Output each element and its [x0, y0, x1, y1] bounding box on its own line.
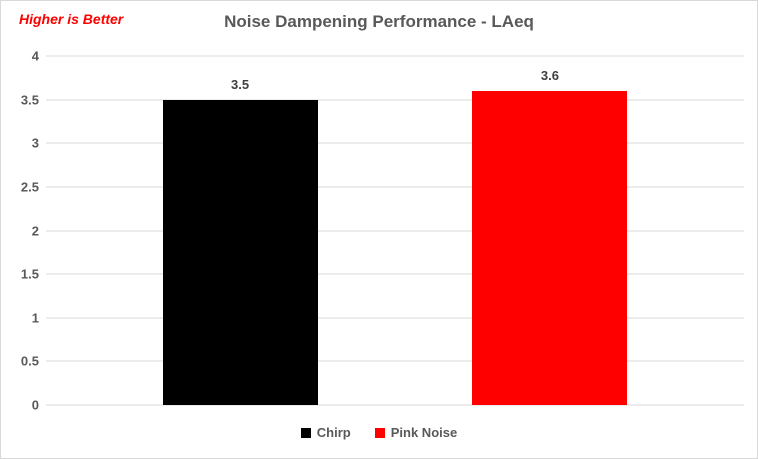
gridline: [46, 230, 744, 231]
y-tick-label: 2: [31, 223, 39, 238]
data-label-pink-noise: 3.6: [540, 67, 559, 83]
y-tick-label: 3: [31, 135, 39, 151]
gridline: [46, 55, 744, 57]
bar-chirp: [162, 99, 318, 405]
legend-swatch-icon: [374, 427, 385, 438]
y-axis: 0 0.5 1 1.5 2 2.5 3 3.5 4: [1, 49, 39, 413]
y-tick-label: 0: [31, 397, 39, 413]
gridline: [46, 404, 744, 406]
bar-pink-noise: [472, 90, 628, 405]
legend: Chirp Pink Noise: [1, 425, 757, 440]
legend-item-chirp: Chirp: [300, 425, 351, 440]
gridline: [46, 360, 744, 362]
y-tick-label: 1: [31, 310, 39, 326]
gridline: [46, 186, 744, 188]
y-tick-label: 2.5: [20, 179, 39, 195]
y-tick-label: 3.5: [20, 92, 39, 108]
data-label-chirp: 3.5: [230, 76, 250, 92]
gridline: [46, 142, 744, 144]
gridline: [46, 99, 744, 101]
legend-label: Chirp: [316, 425, 351, 440]
chart-title: Noise Dampening Performance - LAeq: [224, 12, 534, 31]
gridline: [46, 273, 744, 275]
legend-item-pink-noise: Pink Noise: [374, 425, 458, 440]
y-tick-label: 4: [31, 48, 39, 64]
y-tick-label: 1.5: [20, 266, 39, 282]
legend-label: Pink Noise: [390, 425, 458, 440]
legend-swatch-icon: [300, 427, 311, 438]
gridline: [46, 317, 744, 319]
y-tick-label: 0.5: [20, 353, 39, 369]
plot-area: 3.5 3.6: [46, 55, 744, 406]
higher-is-better-note: Higher is Better: [19, 11, 124, 27]
